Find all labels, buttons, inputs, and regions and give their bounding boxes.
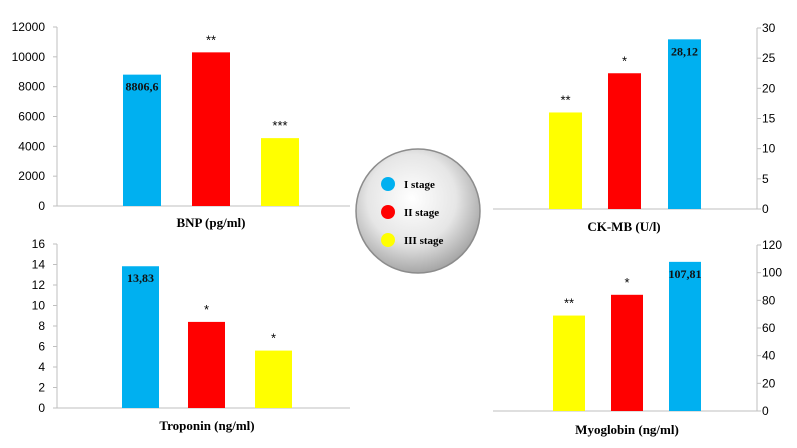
troponin-data-label: * [271, 331, 276, 346]
troponin-y-tick-label: 6 [38, 340, 45, 354]
ckmb-y-tick-label: 20 [762, 81, 776, 95]
bnp-y-tick-label: 12000 [12, 20, 46, 34]
bnp-y-tick-label: 6000 [18, 110, 45, 124]
legend: I stage II stage III stage [355, 148, 481, 274]
ckmb-bar [608, 73, 641, 209]
troponin-chart: Troponin (ng/ml) 0 2 4 6 8 10 12 14 16 13,83 * * [32, 237, 350, 433]
bnp-chart: BNP (pg/ml) 0 2000 4000 6000 8000 10000 12000 8… [12, 20, 350, 230]
bnp-data-label: *** [272, 118, 287, 133]
ckmb-y-tick-label: 15 [762, 112, 776, 126]
myoglobin-chart: Myoglobin (ng/ml) 020406080100120***107,… [493, 238, 782, 437]
troponin-y-tick-label: 10 [32, 299, 46, 313]
bnp-bar [123, 74, 161, 206]
legend-swatch-stage-1 [381, 177, 395, 191]
bnp-y-tick-label: 4000 [18, 139, 45, 153]
myoglobin-bar [553, 315, 585, 411]
ckmb-y-tick-label: 30 [762, 21, 776, 35]
legend-label-stage-1: I stage [404, 179, 435, 191]
ckmb-y-tick-label: 0 [762, 202, 769, 216]
ckmb-x-axis-label: CK-MB (U/l) [587, 219, 660, 234]
myoglobin-bar [669, 261, 701, 411]
troponin-y-tick-label: 2 [38, 381, 45, 395]
ckmb-data-label: ** [560, 92, 570, 107]
troponin-x-axis-label: Troponin (ng/ml) [159, 418, 254, 433]
ckmb-y-tick-label: 25 [762, 51, 776, 65]
troponin-y-tick-label: 12 [32, 278, 46, 292]
bnp-bar [192, 52, 230, 206]
troponin-data-label: * [204, 302, 209, 317]
troponin-bar [255, 350, 292, 408]
ckmb-bar [668, 39, 701, 209]
bnp-y-tick-label: 2000 [18, 169, 45, 183]
troponin-y-tick-label: 0 [38, 401, 45, 415]
bnp-y-tick-label: 0 [38, 199, 45, 213]
troponin-y-tick-label: 14 [32, 258, 46, 272]
myoglobin-data-label: ** [564, 296, 574, 311]
ckmb-data-label: * [622, 53, 627, 68]
ckmb-y-tick-label: 5 [762, 172, 769, 186]
ckmb-bar [549, 112, 582, 209]
myoglobin-y-tick-label: 40 [762, 349, 776, 363]
troponin-y-tick-label: 16 [32, 237, 46, 251]
ckmb-data-label: 28,12 [671, 44, 698, 58]
bnp-y-tick-label: 10000 [12, 50, 46, 64]
myoglobin-data-label: * [624, 275, 629, 290]
myoglobin-bar [611, 294, 643, 411]
bnp-data-label: 8806,6 [126, 80, 159, 94]
myoglobin-y-tick-label: 100 [762, 266, 782, 280]
bnp-x-axis-label: BNP (pg/ml) [177, 215, 246, 230]
troponin-bar [122, 266, 159, 408]
bnp-y-tick-label: 8000 [18, 80, 45, 94]
legend-swatch-stage-2 [381, 205, 395, 219]
bnp-bar [261, 138, 299, 206]
myoglobin-y-tick-label: 120 [762, 238, 782, 252]
legend-label-stage-2: II stage [404, 207, 439, 219]
myoglobin-y-tick-label: 0 [762, 404, 769, 418]
myoglobin-x-axis-label: Myoglobin (ng/ml) [575, 422, 679, 437]
troponin-bar [188, 321, 225, 408]
legend-label-stage-3: III stage [404, 235, 444, 247]
troponin-y-tick-label: 4 [38, 360, 45, 374]
myoglobin-y-tick-label: 80 [762, 293, 776, 307]
troponin-y-tick-label: 8 [38, 319, 45, 333]
myoglobin-y-tick-label: 60 [762, 321, 776, 335]
troponin-data-label: 13,83 [127, 271, 154, 285]
ckmb-y-tick-label: 10 [762, 142, 776, 156]
legend-swatch-stage-3 [381, 233, 395, 247]
myoglobin-y-tick-label: 20 [762, 376, 776, 390]
myoglobin-data-label: 107,81 [669, 267, 702, 281]
bnp-data-label: ** [206, 32, 216, 47]
